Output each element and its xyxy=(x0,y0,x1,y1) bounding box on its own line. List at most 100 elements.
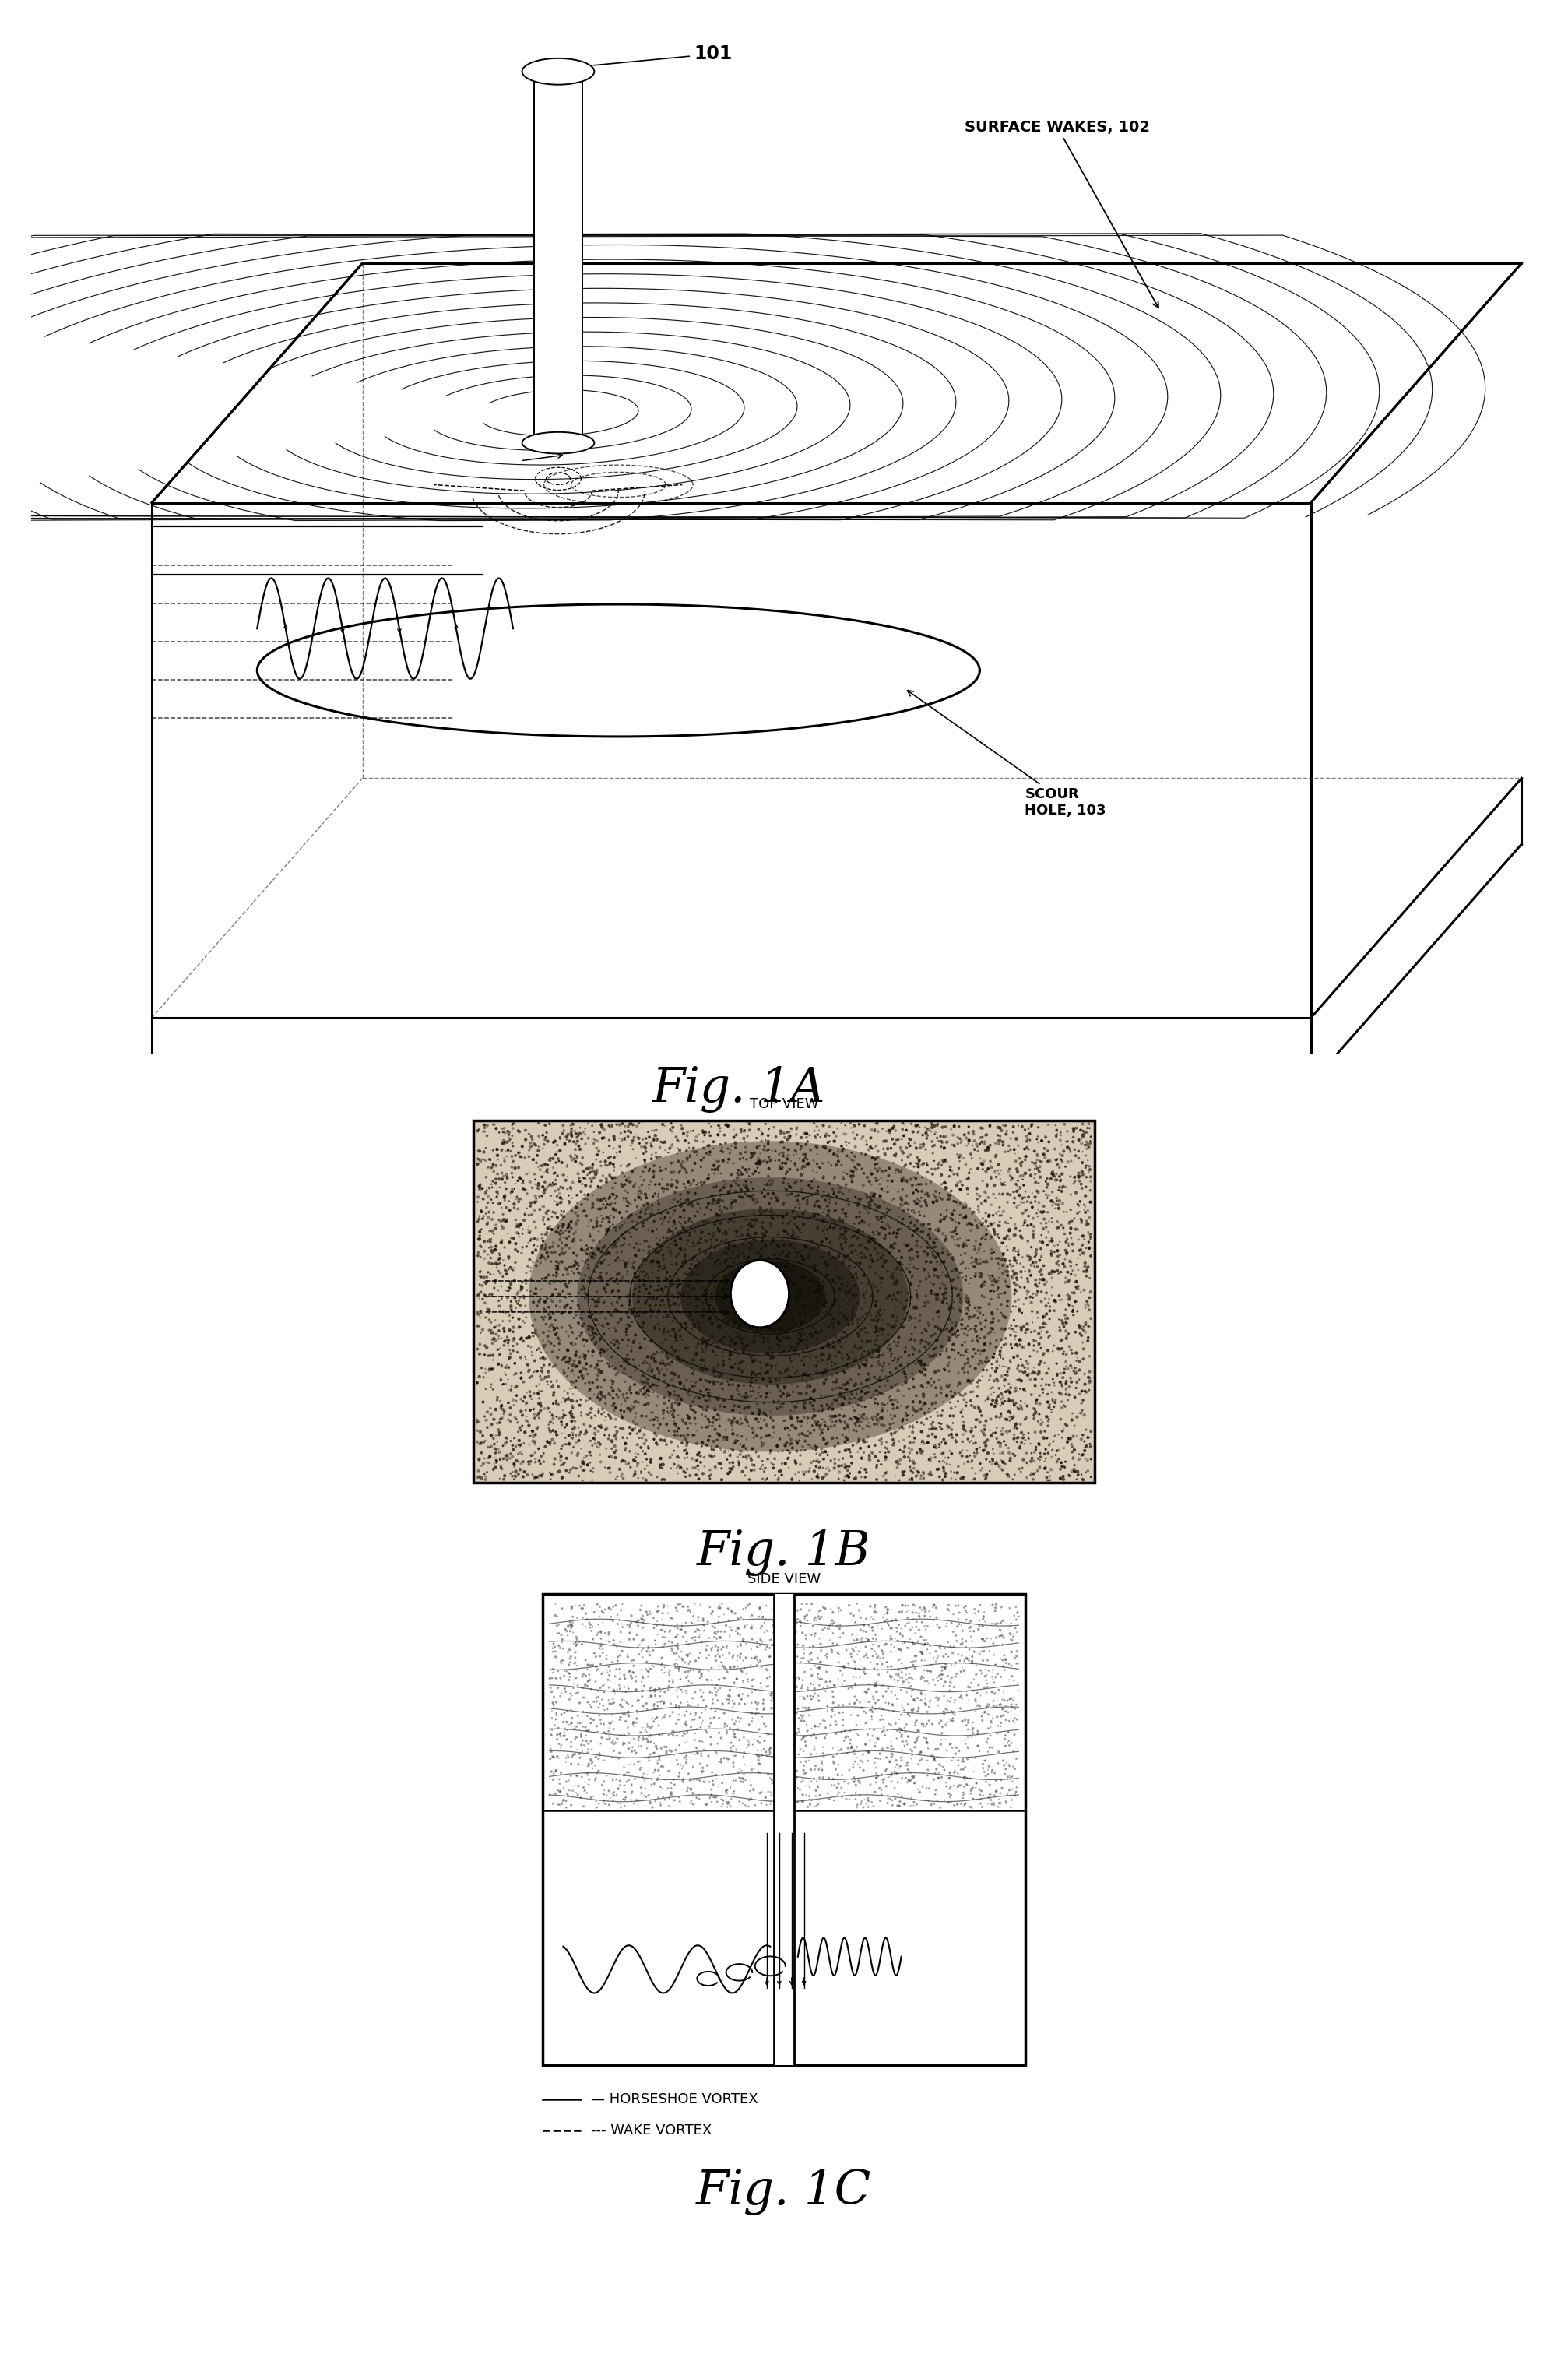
Point xyxy=(673,1122,698,1160)
Point xyxy=(1005,1423,1030,1461)
Point xyxy=(751,1210,776,1248)
Point xyxy=(693,1712,718,1750)
Point xyxy=(470,1279,495,1317)
Point xyxy=(847,1347,872,1385)
Point xyxy=(1000,1383,1025,1421)
Point xyxy=(746,1693,771,1731)
Point xyxy=(781,1265,806,1302)
Point xyxy=(911,1755,936,1793)
Point xyxy=(808,1148,833,1186)
Point xyxy=(814,1362,839,1399)
Point xyxy=(538,1281,563,1319)
Point xyxy=(870,1260,895,1298)
Point xyxy=(608,1300,633,1338)
Point xyxy=(638,1783,663,1821)
Point xyxy=(522,1184,547,1222)
Point xyxy=(698,1234,723,1272)
Point xyxy=(707,1714,732,1752)
Point xyxy=(920,1660,946,1698)
Point xyxy=(851,1276,877,1314)
Point xyxy=(1025,1333,1051,1371)
Point xyxy=(475,1338,500,1376)
Point xyxy=(558,1705,583,1743)
Point xyxy=(640,1700,665,1738)
Point xyxy=(737,1106,762,1144)
Point xyxy=(655,1229,681,1267)
Point xyxy=(690,1454,715,1492)
Point xyxy=(575,1307,601,1345)
Point xyxy=(866,1227,891,1265)
Point xyxy=(866,1132,891,1170)
Point xyxy=(811,1759,836,1797)
Point xyxy=(1068,1182,1093,1220)
Point xyxy=(756,1115,781,1153)
Point xyxy=(732,1762,757,1800)
Point xyxy=(552,1288,577,1326)
Point xyxy=(724,1158,750,1196)
Point xyxy=(803,1248,828,1286)
Point xyxy=(574,1712,599,1750)
Point xyxy=(707,1359,732,1397)
Point xyxy=(817,1662,842,1700)
Point xyxy=(1077,1371,1102,1409)
Point xyxy=(925,1783,950,1821)
Point xyxy=(662,1205,687,1243)
Point xyxy=(839,1151,864,1189)
Point xyxy=(823,1750,848,1788)
Point xyxy=(851,1234,877,1272)
Point xyxy=(873,1437,898,1475)
Point xyxy=(735,1726,760,1764)
Point xyxy=(875,1594,900,1632)
Point xyxy=(659,1103,684,1141)
Point xyxy=(897,1227,922,1265)
Point xyxy=(732,1331,757,1369)
Point xyxy=(953,1376,978,1414)
Point xyxy=(935,1703,960,1740)
Point xyxy=(467,1165,492,1203)
Point xyxy=(599,1388,624,1426)
Point xyxy=(1019,1246,1044,1283)
Point xyxy=(956,1291,982,1328)
Point xyxy=(988,1189,1013,1227)
Point xyxy=(873,1589,898,1627)
Point xyxy=(655,1390,681,1428)
Point xyxy=(554,1426,579,1463)
Point xyxy=(622,1669,648,1707)
Point xyxy=(751,1426,776,1463)
Point xyxy=(566,1248,591,1286)
Point xyxy=(939,1217,964,1255)
Point xyxy=(848,1373,873,1411)
Point xyxy=(571,1769,596,1807)
Point xyxy=(966,1151,991,1189)
Point xyxy=(596,1210,621,1248)
Point xyxy=(771,1369,797,1407)
Point xyxy=(517,1319,543,1357)
Point xyxy=(1033,1205,1058,1243)
Point xyxy=(742,1208,767,1246)
Point xyxy=(925,1338,950,1376)
Point xyxy=(555,1115,580,1153)
Point xyxy=(870,1300,895,1338)
Point xyxy=(889,1120,914,1158)
Point xyxy=(532,1175,557,1212)
Point xyxy=(646,1175,671,1212)
Point xyxy=(685,1186,710,1224)
Point xyxy=(666,1755,691,1793)
Bar xyxy=(773,1594,795,2065)
Point xyxy=(648,1449,673,1487)
Point xyxy=(666,1236,691,1274)
Point xyxy=(906,1193,931,1231)
Point xyxy=(851,1693,877,1731)
Point xyxy=(996,1364,1021,1402)
Point xyxy=(729,1319,754,1357)
Point xyxy=(1002,1456,1027,1494)
Point xyxy=(982,1785,1007,1823)
Point xyxy=(568,1130,593,1167)
Point xyxy=(1073,1433,1098,1471)
Point xyxy=(953,1217,978,1255)
Point xyxy=(687,1281,712,1319)
Point xyxy=(734,1165,759,1203)
Point xyxy=(724,1660,750,1698)
Point xyxy=(629,1769,654,1807)
Point xyxy=(588,1724,613,1762)
